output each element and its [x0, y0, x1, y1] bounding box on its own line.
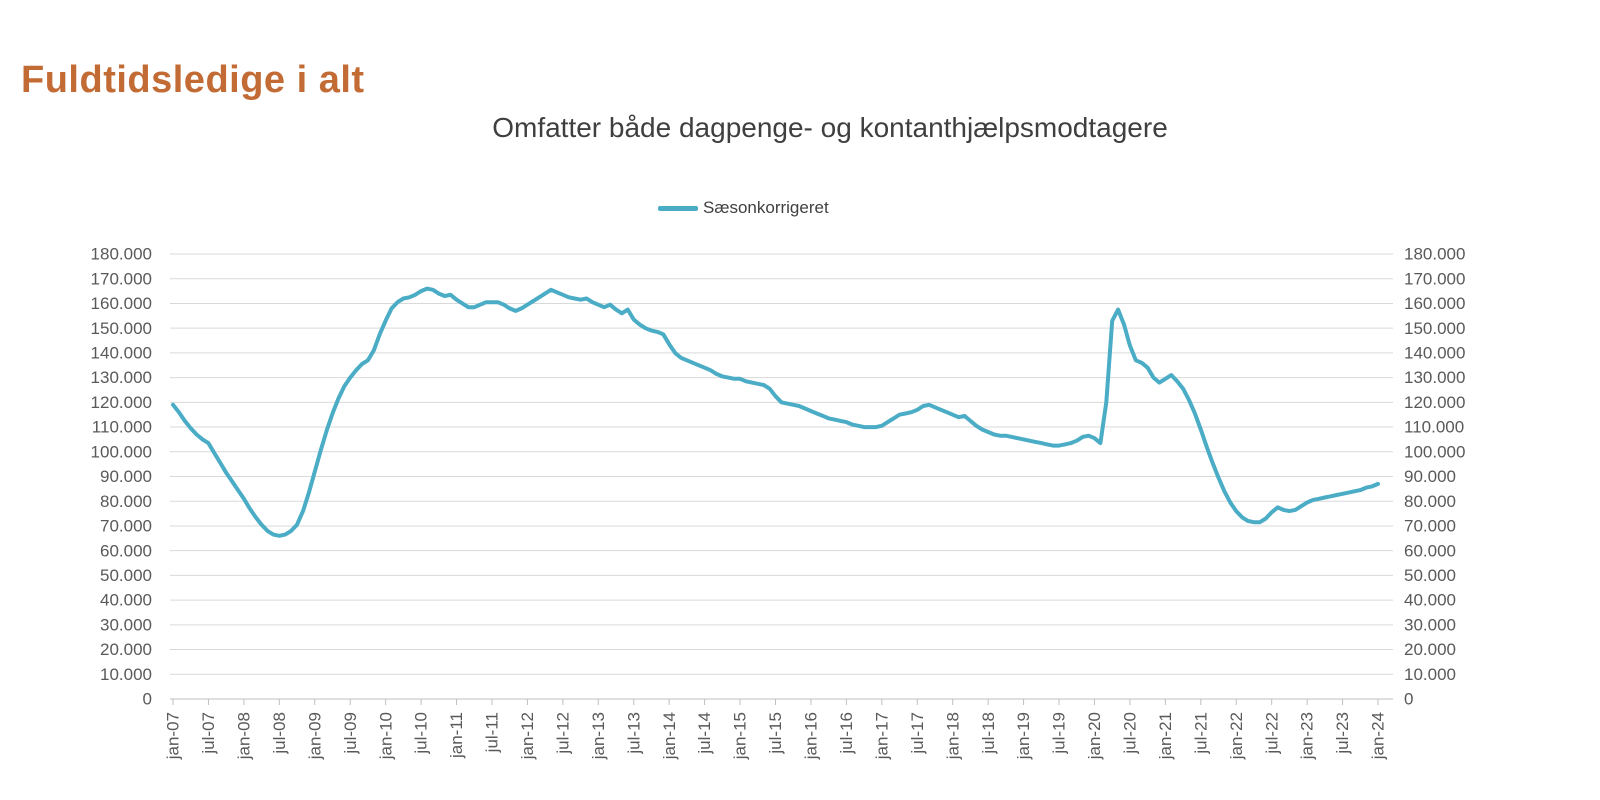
- x-axis-label: jul-07: [199, 712, 218, 755]
- x-axis-label: jan-20: [1085, 712, 1104, 760]
- y-axis-label-left: 100.000: [91, 442, 152, 461]
- x-axis-label: jul-13: [624, 712, 643, 755]
- y-axis-label-left: 140.000: [91, 343, 152, 362]
- y-axis-label-right: 20.000: [1404, 640, 1456, 659]
- y-axis-label-left: 30.000: [100, 615, 152, 634]
- x-axis-label: jul-17: [908, 712, 927, 755]
- y-axis-label-right: 30.000: [1404, 615, 1456, 634]
- y-axis-label-right: 40.000: [1404, 591, 1456, 610]
- x-axis-label: jul-16: [837, 712, 856, 755]
- x-axis-label: jan-09: [305, 712, 324, 760]
- y-axis-label-right: 120.000: [1404, 393, 1465, 412]
- x-axis-label: jul-10: [412, 712, 431, 755]
- x-axis-label: jul-11: [483, 712, 502, 753]
- y-axis-label-right: 130.000: [1404, 368, 1465, 387]
- x-axis-label: jan-13: [589, 712, 608, 760]
- y-axis-label-right: 110.000: [1404, 418, 1464, 437]
- y-axis-label-right: 80.000: [1404, 492, 1456, 511]
- x-axis-label: jul-18: [979, 712, 998, 755]
- y-axis-label-left: 150.000: [91, 319, 152, 338]
- x-axis-label: jan-21: [1156, 712, 1175, 760]
- y-axis-label-left: 110.000: [92, 418, 152, 437]
- y-axis-label-right: 180.000: [1404, 245, 1465, 264]
- y-axis-label-left: 120.000: [91, 393, 152, 412]
- x-axis-label: jan-16: [802, 712, 821, 760]
- y-axis-label-right: 170.000: [1404, 269, 1465, 288]
- x-axis-label: jan-23: [1298, 712, 1317, 760]
- y-axis-label-right: 10.000: [1404, 665, 1456, 684]
- y-axis-label-left: 130.000: [91, 368, 152, 387]
- x-axis-label: jan-11: [447, 712, 466, 759]
- y-axis-label-right: 70.000: [1404, 517, 1456, 536]
- y-axis-label-right: 60.000: [1404, 541, 1456, 560]
- x-axis-label: jul-15: [766, 712, 785, 755]
- y-axis-label-right: 100.000: [1404, 442, 1465, 461]
- page-title: Fuldtidsledige i alt: [21, 59, 365, 102]
- x-axis-label: jul-12: [553, 712, 572, 755]
- x-axis-label: jan-10: [376, 712, 395, 760]
- y-axis-label-left: 10.000: [100, 665, 152, 684]
- y-axis-label-right: 140.000: [1404, 343, 1465, 362]
- y-axis-label-left: 80.000: [100, 492, 152, 511]
- x-axis-label: jul-08: [270, 712, 289, 755]
- x-axis-label: jan-14: [660, 712, 679, 760]
- y-axis-label-right: 90.000: [1404, 467, 1456, 486]
- y-axis-label-left: 60.000: [100, 541, 152, 560]
- y-axis-label-left: 90.000: [100, 467, 152, 486]
- y-axis-label-right: 50.000: [1404, 566, 1456, 585]
- x-axis-label: jul-09: [341, 712, 360, 755]
- y-axis-label-left: 70.000: [100, 517, 152, 536]
- x-axis-label: jan-07: [164, 712, 183, 760]
- y-axis-label-right: 0: [1404, 690, 1413, 709]
- x-axis-label: jan-24: [1369, 712, 1388, 760]
- x-axis-label: jan-17: [872, 712, 891, 760]
- x-axis-label: jan-15: [731, 712, 750, 760]
- y-axis-label-left: 20.000: [100, 640, 152, 659]
- series-line-saesonkorrigeret: [171, 286, 1380, 538]
- y-axis-label-left: 170.000: [91, 269, 152, 288]
- x-axis-label: jul-20: [1121, 712, 1140, 755]
- y-axis-label-left: 160.000: [91, 294, 152, 313]
- x-axis-label: jan-22: [1227, 712, 1246, 760]
- y-axis-label-left: 50.000: [100, 566, 152, 585]
- x-axis-label: jan-12: [518, 712, 537, 760]
- y-axis-label-left: 180.000: [91, 245, 152, 264]
- legend-line-swatch: [658, 205, 698, 211]
- x-axis-label: jul-23: [1333, 712, 1352, 755]
- y-axis-label-right: 150.000: [1404, 319, 1465, 338]
- y-axis-label-left: 0: [143, 690, 152, 709]
- x-axis-label: jan-18: [943, 712, 962, 760]
- y-axis-label-left: 40.000: [100, 591, 152, 610]
- x-axis-label: jul-19: [1050, 712, 1069, 755]
- y-axis-label-right: 160.000: [1404, 294, 1465, 313]
- x-axis-label: jul-14: [695, 712, 714, 755]
- x-axis-label: jul-22: [1262, 712, 1281, 755]
- chart-subtitle: Omfatter både dagpenge- og kontanthjælps…: [492, 112, 1168, 143]
- x-axis-label: jan-19: [1014, 712, 1033, 760]
- x-axis-label: jan-08: [234, 712, 253, 760]
- legend: Sæsonkorrigeret: [658, 198, 829, 218]
- legend-label: Sæsonkorrigeret: [703, 198, 829, 217]
- x-axis-label: jul-21: [1191, 712, 1210, 755]
